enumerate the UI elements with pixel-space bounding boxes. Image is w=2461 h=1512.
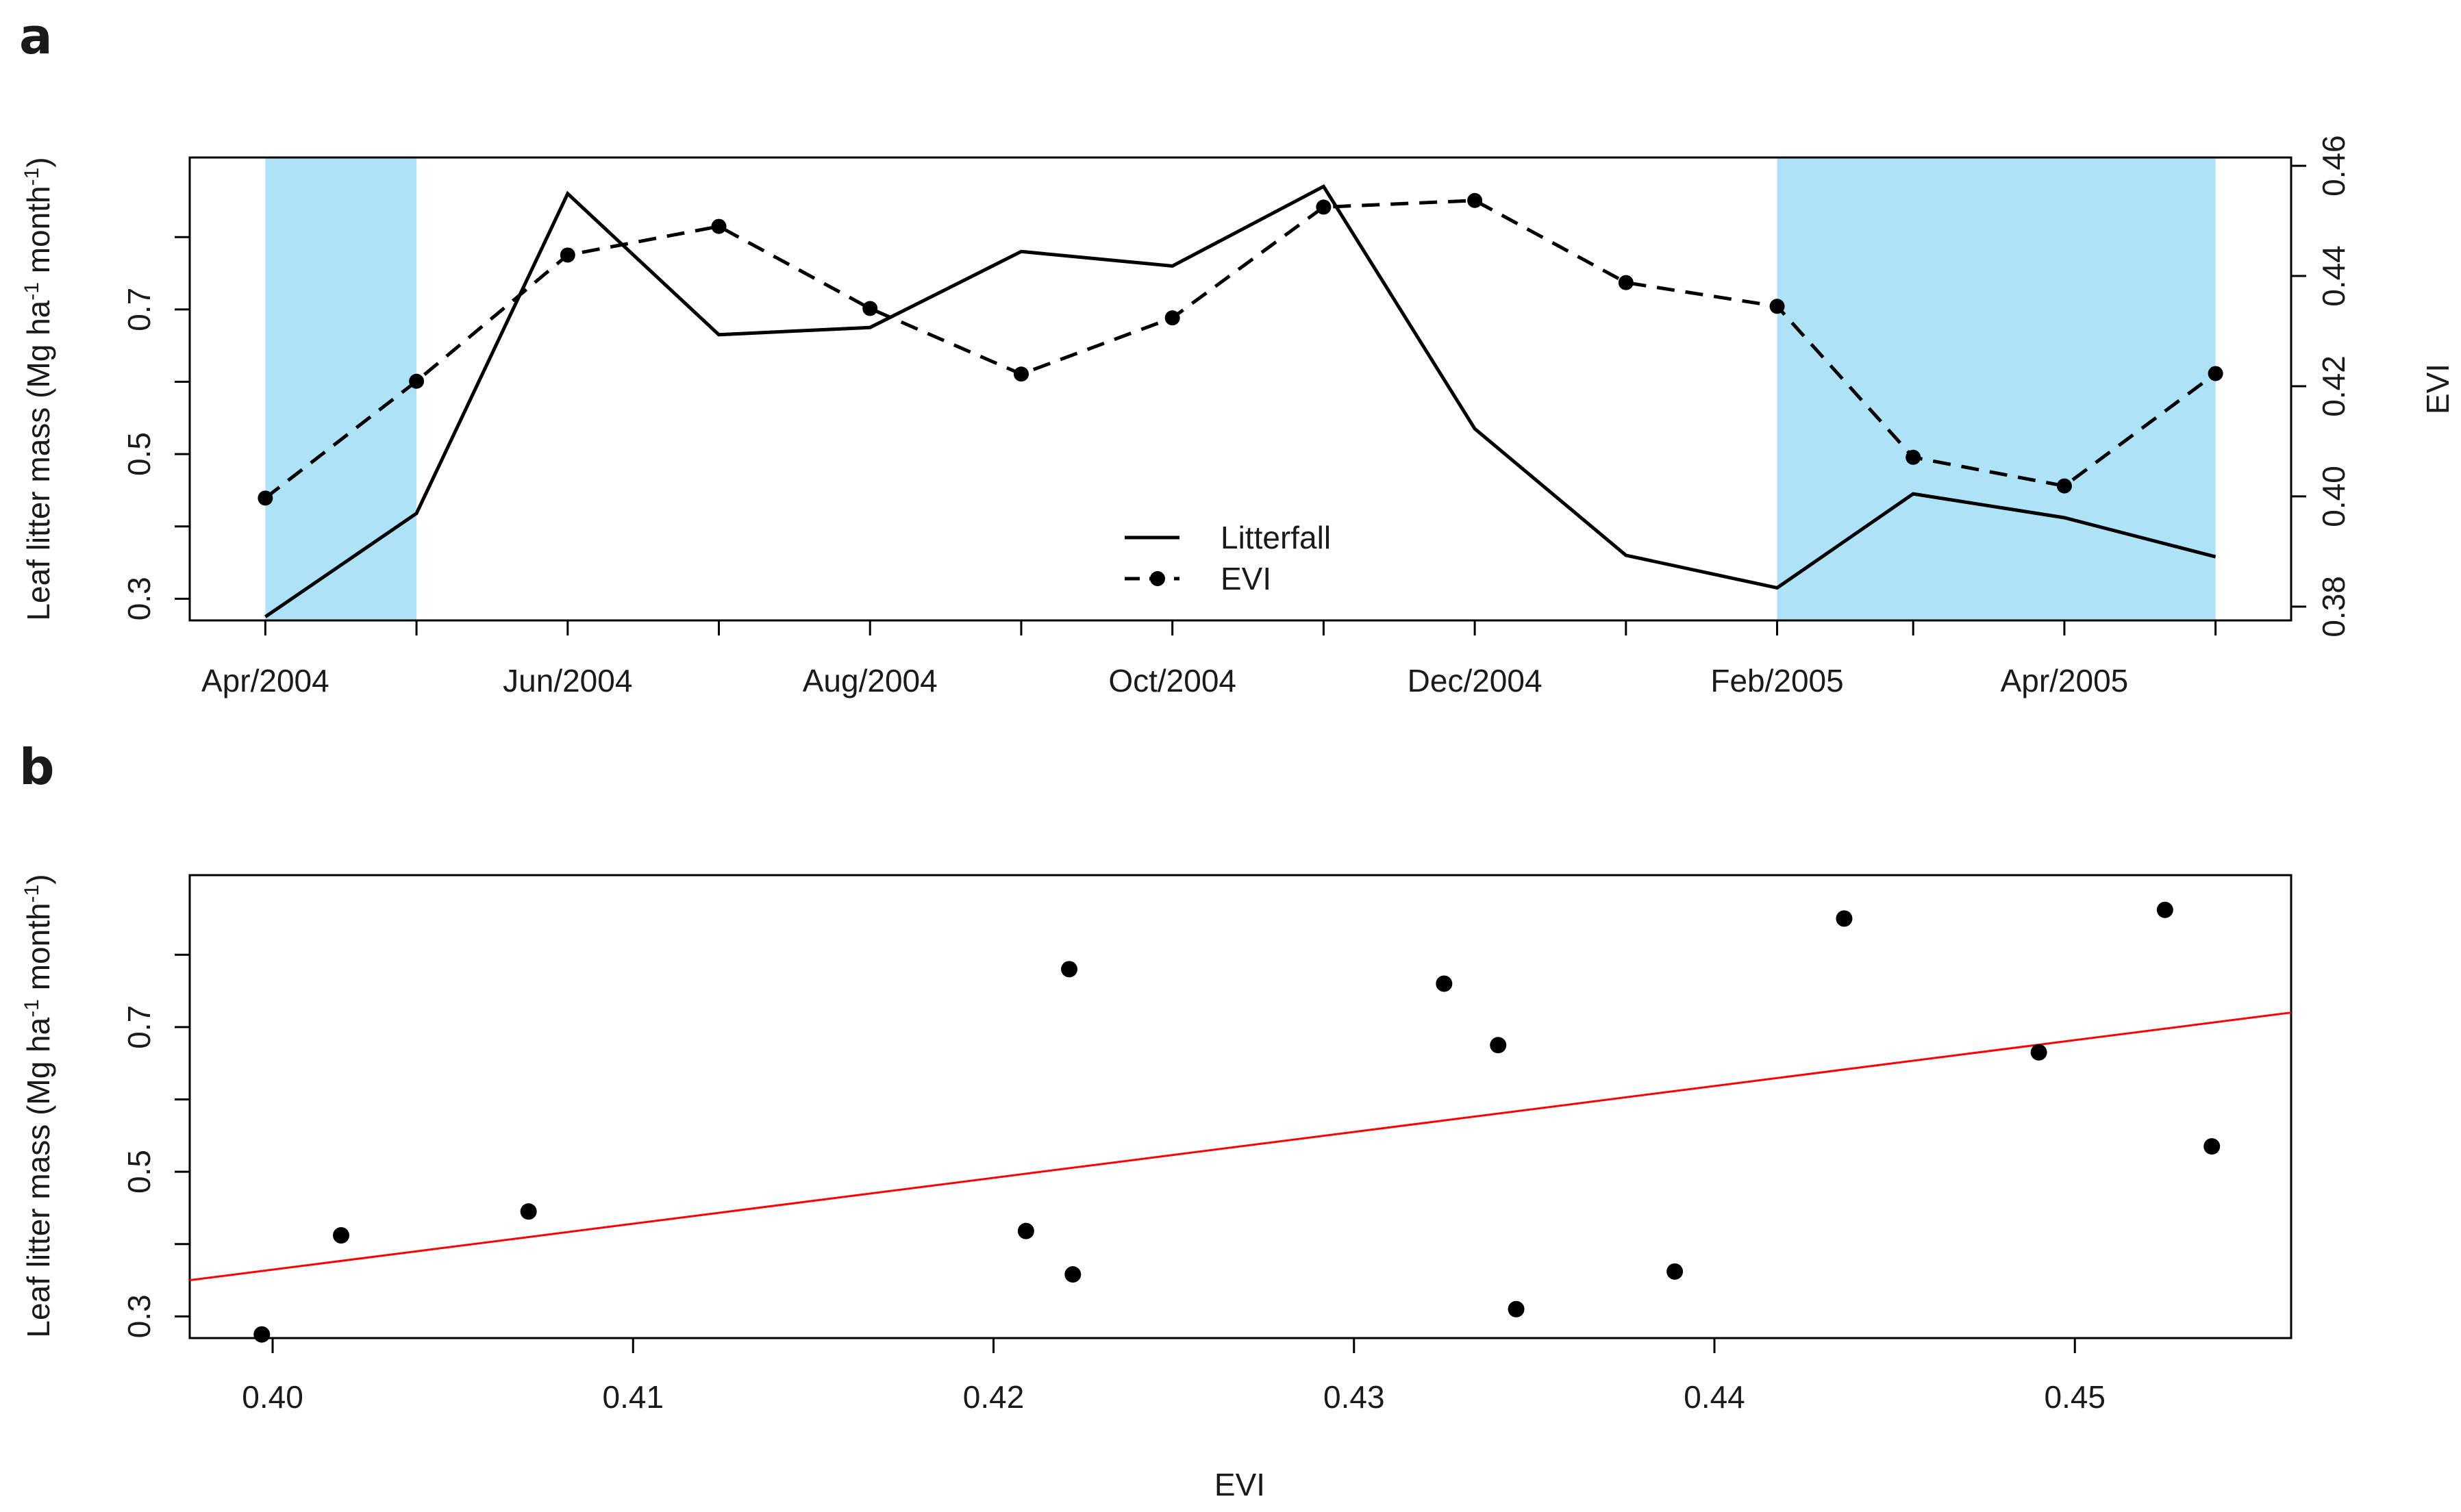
legend-evi-marker — [1150, 571, 1165, 586]
panel-b-series — [189, 901, 2292, 1343]
scatter-point — [1836, 910, 1853, 927]
x-tick-label: Aug/2004 — [803, 663, 938, 698]
y-tick-label: 0.5 — [121, 1150, 157, 1194]
scatter-point — [333, 1227, 350, 1244]
y-tick-label: 0.7 — [121, 1005, 157, 1049]
right-y-tick-label: 0.44 — [2316, 245, 2351, 307]
right-y-tick-label: 0.38 — [2316, 576, 2351, 638]
wet-season-band-2 — [1777, 158, 2216, 620]
left-y-tick-label: 0.5 — [121, 432, 157, 476]
scatter-point — [520, 1203, 537, 1220]
scatter-point — [1061, 961, 1078, 978]
panel-a-right-y-axis-title: EVI — [2420, 364, 2456, 414]
x-tick-label: 0.44 — [1684, 1379, 1745, 1415]
x-tick-label: Apr/2005 — [2001, 663, 2129, 698]
left-y-tick-label: 0.7 — [121, 288, 157, 331]
panel-b-y-axis-title: Leaf litter mass (Mg ha-1 month-1) — [21, 874, 56, 1337]
wet-season-band-1 — [265, 158, 417, 620]
scatter-point — [1436, 975, 1453, 992]
evi-point — [258, 490, 273, 506]
panel-b: b 0.40 0.41 0.42 0.43 0.44 0.45 0.3 0.5 0.7 Lea… — [19, 738, 2293, 1502]
scatter-point — [1666, 1263, 1684, 1280]
evi-point — [1467, 192, 1483, 208]
legend-litterfall-label: Litterfall — [1221, 520, 1331, 555]
right-y-tick-label: 0.40 — [2316, 466, 2351, 527]
right-y-tick-label: 0.46 — [2316, 135, 2351, 197]
evi-point — [1164, 310, 1180, 326]
evi-point — [1769, 299, 1785, 314]
scatter-point — [1017, 1222, 1034, 1239]
panel-b-x-axis: 0.40 0.41 0.42 0.43 0.44 0.45 — [242, 1338, 2106, 1415]
scatter-point — [1064, 1266, 1082, 1283]
x-tick-label: 0.45 — [2044, 1379, 2106, 1415]
scatter-point — [1490, 1037, 1507, 1054]
panel-a-series — [258, 184, 2223, 618]
panel-a-left-y-axis: 0.3 0.5 0.7 — [121, 236, 190, 620]
x-tick-label: 0.40 — [242, 1379, 303, 1415]
scatter-point — [2156, 901, 2173, 918]
evi-point — [2056, 478, 2072, 494]
panel-b-y-axis: 0.3 0.5 0.7 — [121, 953, 190, 1338]
panel-a-right-y-axis: 0.38 0.40 0.42 0.44 0.46 — [2291, 135, 2351, 638]
panel-b-label: b — [19, 738, 55, 796]
panel-a-plot-frame — [188, 156, 2293, 622]
scatter-point — [2203, 1138, 2221, 1155]
evi-point — [1906, 449, 1921, 465]
scatter-point — [2030, 1044, 2047, 1061]
evi-point — [2208, 366, 2223, 381]
x-tick-label: Jun/2004 — [503, 663, 632, 698]
x-tick-label: 0.43 — [1323, 1379, 1385, 1415]
y-tick-label: 0.3 — [121, 1294, 157, 1338]
panel-b-x-axis-title: EVI — [1214, 1467, 1265, 1502]
evi-point — [711, 218, 727, 234]
panel-a-legend: Litterfall EVI — [1125, 520, 1331, 596]
legend-evi-label: EVI — [1221, 561, 1271, 596]
x-tick-label: Feb/2005 — [1710, 663, 1843, 698]
panel-a: a Apr/2004 Jun/2004 Aug/2004 Oct/2004 Dec/20… — [19, 8, 2456, 698]
scatter-point — [253, 1326, 271, 1343]
litterfall-line — [264, 184, 2216, 618]
wet-season-shading — [265, 158, 2216, 620]
evi-point — [1013, 366, 1029, 382]
scatter-point — [1508, 1300, 1525, 1318]
evi-point — [1316, 199, 1332, 215]
x-tick-label: 0.42 — [963, 1379, 1025, 1415]
panel-b-plot-frame — [188, 874, 2293, 1339]
x-tick-label: Apr/2004 — [201, 663, 329, 698]
right-y-tick-label: 0.42 — [2316, 355, 2351, 417]
x-tick-label: Oct/2004 — [1108, 663, 1236, 698]
evi-point — [1618, 275, 1634, 290]
x-tick-label: 0.41 — [603, 1379, 664, 1415]
evi-point — [409, 373, 425, 389]
regression-line — [189, 1011, 2292, 1281]
evi-point — [862, 301, 878, 316]
panel-a-left-y-axis-title: Leaf litter mass (Mg ha-1 month-1) — [21, 157, 56, 620]
x-tick-label: Dec/2004 — [1408, 663, 1542, 698]
panel-a-x-axis: Apr/2004 Jun/2004 Aug/2004 Oct/2004 Dec/2004… — [201, 620, 2217, 698]
evi-point — [560, 247, 575, 263]
left-y-tick-label: 0.3 — [121, 577, 157, 620]
evi-line — [264, 199, 2217, 500]
panel-a-label: a — [19, 8, 53, 65]
